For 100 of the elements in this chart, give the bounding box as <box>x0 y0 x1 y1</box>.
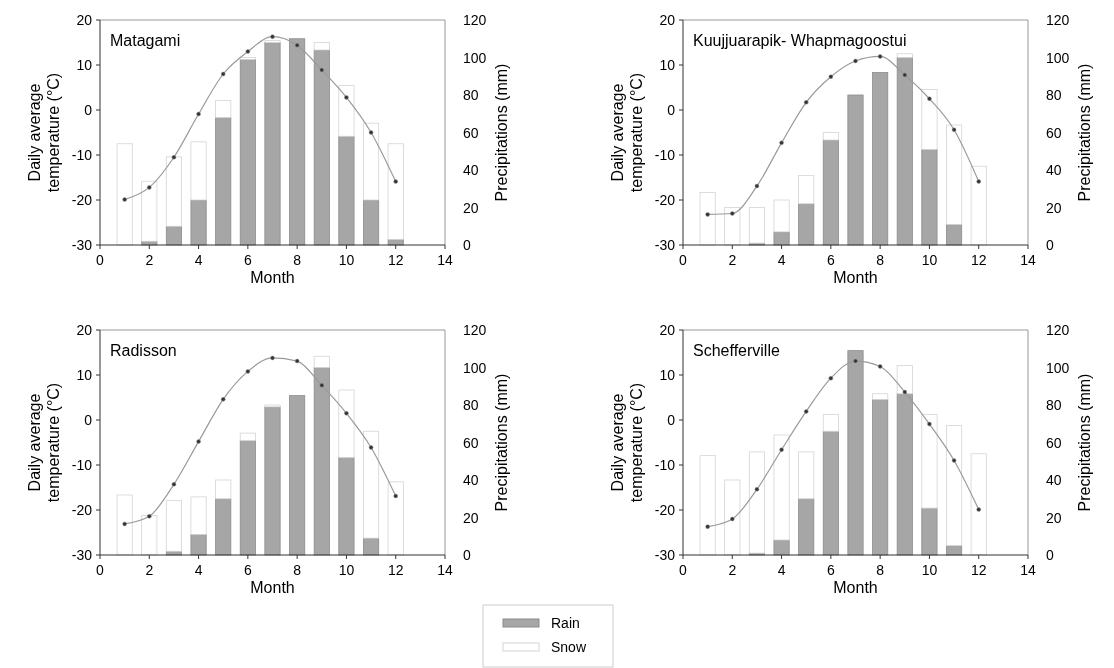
x-tick-label: 6 <box>243 252 252 268</box>
x-tick-label: 8 <box>876 562 885 578</box>
text: Kuujjuarapik- Whapmagoostui <box>693 32 907 49</box>
y2-tick-label: 40 <box>1046 472 1062 488</box>
y2-tick-label: 80 <box>1046 87 1062 103</box>
y-tick-label: 0 <box>84 102 93 118</box>
y-tick-label: 10 <box>76 367 93 383</box>
y-tick-label: -20 <box>654 192 676 208</box>
y-tick-label: 10 <box>659 57 676 73</box>
y2-tick-label: 60 <box>1046 434 1062 451</box>
y-tick-label: 10 <box>659 367 676 383</box>
x-tick-label: 8 <box>293 562 302 578</box>
x-tick-label: 2 <box>728 562 737 578</box>
y2-axis-title: Precipitations (mm) <box>1076 373 1093 512</box>
x-tick-label: 12 <box>387 252 404 268</box>
y2-tick-label: 100 <box>1046 49 1070 66</box>
y2-tick-label: 40 <box>1046 162 1062 178</box>
y-axis-title: Daily average temperature (°C) <box>609 72 645 193</box>
y2-tick-label: 120 <box>1046 12 1070 28</box>
y2-tick-label: 60 <box>463 434 479 451</box>
y2-tick-label: 20 <box>1046 199 1062 216</box>
y2-tick-label: 20 <box>463 509 479 526</box>
y-tick-label: 0 <box>667 412 676 428</box>
y-tick-label: -20 <box>71 192 93 208</box>
x-axis-title: Month <box>833 579 878 596</box>
y2-tick-label: 100 <box>463 49 487 66</box>
y2-tick-label: 120 <box>463 322 487 338</box>
x-tick-label: 10 <box>338 252 355 268</box>
x-tick-label: 14 <box>1020 252 1036 268</box>
y-tick-label: -10 <box>654 457 676 473</box>
x-tick-label: 0 <box>679 562 688 578</box>
x-tick-label: 10 <box>921 562 938 578</box>
x-tick-label: 2 <box>145 562 154 578</box>
y2-tick-label: 20 <box>463 199 479 216</box>
y-tick-label: -30 <box>71 237 93 253</box>
y-tick-label: -10 <box>71 457 93 473</box>
y-tick-label: 20 <box>76 322 93 338</box>
x-axis-title: Month <box>250 579 295 596</box>
x-tick-label: 14 <box>437 562 453 578</box>
x-tick-label: 2 <box>145 252 154 268</box>
y-axis-title: Daily average temperature (°C) <box>26 382 62 503</box>
y-tick-label: 20 <box>659 322 676 338</box>
x-tick-label: 0 <box>96 252 105 268</box>
x-tick-label: 8 <box>293 252 302 268</box>
y2-tick-label: 100 <box>1046 359 1070 376</box>
y-tick-label: -20 <box>654 502 676 518</box>
x-tick-label: 4 <box>194 252 203 268</box>
y-tick-label: 20 <box>76 12 93 28</box>
x-tick-label: 6 <box>826 252 835 268</box>
y2-tick-label: 40 <box>463 162 479 178</box>
x-tick-label: 2 <box>728 252 737 268</box>
x-tick-label: 12 <box>970 252 987 268</box>
text: Schefferville <box>693 342 780 359</box>
x-tick-label: 4 <box>777 252 786 268</box>
y-tick-label: -10 <box>71 147 93 163</box>
y2-tick-label: 80 <box>463 87 479 103</box>
text: Matagami <box>110 32 181 49</box>
x-tick-label: 4 <box>194 562 203 578</box>
x-tick-label: 10 <box>921 252 938 268</box>
y-axis-title: Daily average temperature (°C) <box>609 382 645 503</box>
y2-tick-label: 60 <box>1046 124 1062 141</box>
y-tick-label: -10 <box>654 147 676 163</box>
x-axis-title: Month <box>250 269 295 286</box>
x-tick-label: 4 <box>777 562 786 578</box>
x-tick-label: 0 <box>96 562 105 578</box>
x-axis-title: Month <box>833 269 878 286</box>
y2-axis-title: Precipitations (mm) <box>493 63 510 202</box>
y-axis-title: Daily average temperature (°C) <box>26 72 62 193</box>
y2-tick-label: 60 <box>463 124 479 141</box>
y-tick-label: -30 <box>654 547 676 563</box>
y2-tick-label: 0 <box>463 547 471 563</box>
y2-tick-label: 0 <box>463 237 471 253</box>
x-tick-label: 14 <box>1020 562 1036 578</box>
y2-tick-label: 0 <box>1046 547 1054 563</box>
y2-tick-label: 40 <box>463 472 479 488</box>
y-tick-label: 20 <box>659 12 676 28</box>
text: Radisson <box>110 342 177 359</box>
y-tick-label: 0 <box>84 412 93 428</box>
x-tick-label: 8 <box>876 252 885 268</box>
x-tick-label: 12 <box>387 562 404 578</box>
y2-axis-title: Precipitations (mm) <box>1076 63 1093 202</box>
x-tick-label: 6 <box>243 562 252 578</box>
y2-tick-label: 100 <box>463 359 487 376</box>
y-tick-label: -30 <box>71 547 93 563</box>
y-tick-label: 0 <box>667 102 676 118</box>
y2-tick-label: 80 <box>1046 397 1062 413</box>
legend-label: Rain <box>551 615 580 631</box>
x-tick-label: 0 <box>679 252 688 268</box>
y-tick-label: 10 <box>76 57 93 73</box>
y2-tick-label: 0 <box>1046 237 1054 253</box>
legend-label: Snow <box>551 639 587 655</box>
y2-tick-label: 120 <box>1046 322 1070 338</box>
y-tick-label: -20 <box>71 502 93 518</box>
x-tick-label: 10 <box>338 562 355 578</box>
x-tick-label: 14 <box>437 252 453 268</box>
y2-axis-title: Precipitations (mm) <box>493 373 510 512</box>
y2-tick-label: 120 <box>463 12 487 28</box>
y2-tick-label: 20 <box>1046 509 1062 526</box>
y2-tick-label: 80 <box>463 397 479 413</box>
x-tick-label: 12 <box>970 562 987 578</box>
